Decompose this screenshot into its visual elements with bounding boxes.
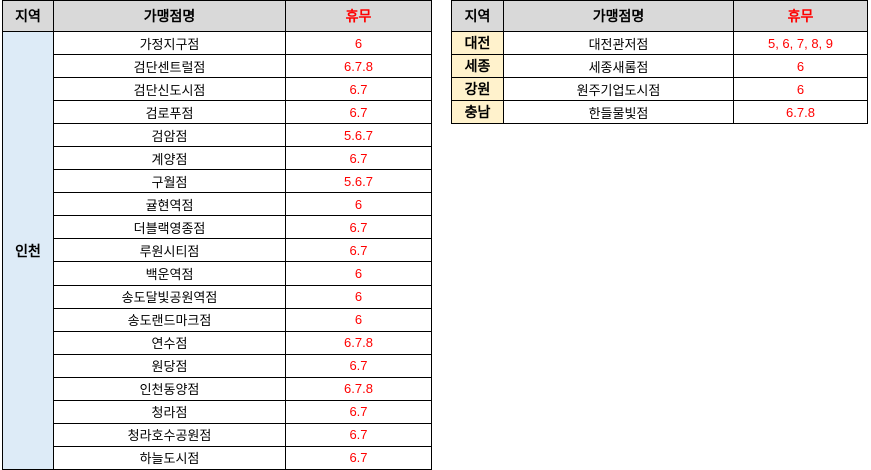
store-name-cell: 송도랜드마크점 xyxy=(53,307,286,332)
store-row: 계양점 6.7 xyxy=(3,146,432,171)
store-name-cell: 검단센트럴점 xyxy=(53,54,286,79)
store-name-cell: 청라점 xyxy=(53,399,286,424)
store-row: 송도달빛공원역점 6 xyxy=(3,284,432,309)
store-name-cell: 청라호수공원점 xyxy=(53,422,286,447)
region-cell: 대전 xyxy=(451,31,504,55)
store-row: 검단신도시점 6.7 xyxy=(3,77,432,102)
incheon-table-body: 인천 가정지구점 6 검단센트럴점 6.7.8 검단신도시점 6.7 검로푸점 6.7 검암점 5.… xyxy=(2,30,432,470)
store-name-cell: 한들물빛점 xyxy=(503,100,734,124)
store-name-cell: 송도달빛공원역점 xyxy=(53,284,286,309)
store-name-cell: 검단신도시점 xyxy=(53,77,286,102)
store-name-cell: 하늘도시점 xyxy=(53,445,286,470)
store-name-cell: 가정지구점 xyxy=(53,30,286,56)
closed-days-cell: 6.7 xyxy=(285,77,432,102)
closed-days-cell: 6.7.8 xyxy=(733,100,868,124)
closed-days-cell: 6 xyxy=(285,284,432,309)
store-row: 청라호수공원점 6.7 xyxy=(3,422,432,447)
store-row: 백운역점 6 xyxy=(3,261,432,286)
closed-days-cell: 6.7 xyxy=(285,215,432,240)
column-header-store: 가맹점명 xyxy=(53,0,286,32)
store-name-cell: 백운역점 xyxy=(53,261,286,286)
store-row: 연수점 6.7.8 xyxy=(3,330,432,355)
closed-days-cell: 6.7.8 xyxy=(285,376,432,401)
store-row: 하늘도시점 6.7 xyxy=(3,445,432,470)
store-name-cell: 구월점 xyxy=(53,169,286,194)
table-header-row: 지역 가맹점명 휴무 xyxy=(2,0,432,32)
incheon-store-table: 지역 가맹점명 휴무 인천 가정지구점 6 검단센트럴점 6.7.8 검단신도시점 6.7 검… xyxy=(2,0,432,470)
store-name-cell: 연수점 xyxy=(53,330,286,355)
closed-days-cell: 6.7 xyxy=(285,146,432,171)
closed-days-cell: 6.7 xyxy=(285,100,432,125)
closed-days-cell: 6 xyxy=(285,261,432,286)
store-row: 원당점 6.7 xyxy=(3,353,432,378)
closed-days-cell: 6.7 xyxy=(285,399,432,424)
closed-days-cell: 6 xyxy=(733,54,868,78)
store-row: 루원시티점 6.7 xyxy=(3,238,432,263)
store-name-cell: 원주기업도시점 xyxy=(503,77,734,101)
closed-days-cell: 6.7 xyxy=(285,238,432,263)
store-row: 충남 한들물빛점 6.7.8 xyxy=(451,100,868,124)
closed-days-cell: 6 xyxy=(285,30,432,56)
column-header-closed: 휴무 xyxy=(733,0,868,32)
closed-days-cell: 5.6.7 xyxy=(285,123,432,148)
store-row: 검암점 5.6.7 xyxy=(3,123,432,148)
store-row: 송도랜드마크점 6 xyxy=(3,307,432,332)
other-regions-store-table: 지역 가맹점명 휴무 대전 대전관저점 5, 6, 7, 8, 9 세종 세종새롬점 6 강… xyxy=(451,0,868,124)
store-row: 구월점 5.6.7 xyxy=(3,169,432,194)
column-header-store: 가맹점명 xyxy=(503,0,734,32)
closed-days-cell: 6 xyxy=(285,192,432,217)
store-row: 인천동양점 6.7.8 xyxy=(3,376,432,401)
store-row: 강원 원주기업도시점 6 xyxy=(451,77,868,101)
store-row: 귤현역점 6 xyxy=(3,192,432,217)
region-cell: 강원 xyxy=(451,77,504,101)
region-cell: 세종 xyxy=(451,54,504,78)
closed-days-cell: 6 xyxy=(285,307,432,332)
closed-days-cell: 6.7 xyxy=(285,445,432,470)
region-cell-incheon: 인천 xyxy=(2,31,54,470)
closed-days-cell: 6.7.8 xyxy=(285,330,432,355)
other-regions-table-body: 대전 대전관저점 5, 6, 7, 8, 9 세종 세종새롬점 6 강원 원주기업도시점 6 충남… xyxy=(451,31,868,124)
store-name-cell: 검암점 xyxy=(53,123,286,148)
store-row: 대전 대전관저점 5, 6, 7, 8, 9 xyxy=(451,31,868,55)
store-row: 세종 세종새롬점 6 xyxy=(451,54,868,78)
store-name-cell: 검로푸점 xyxy=(53,100,286,125)
store-row: 더블랙영종점 6.7 xyxy=(3,215,432,240)
store-name-cell: 계양점 xyxy=(53,146,286,171)
store-name-cell: 인천동양점 xyxy=(53,376,286,401)
store-row: 인천 가정지구점 6 xyxy=(2,30,432,470)
column-header-region: 지역 xyxy=(2,0,54,32)
store-row: 검로푸점 6.7 xyxy=(3,100,432,125)
closed-days-cell: 5.6.7 xyxy=(285,169,432,194)
store-name-cell: 원당점 xyxy=(53,353,286,378)
store-name-cell: 대전관저점 xyxy=(503,31,734,55)
store-name-cell: 귤현역점 xyxy=(53,192,286,217)
column-header-region: 지역 xyxy=(451,0,504,32)
column-header-closed: 휴무 xyxy=(285,0,432,32)
closed-days-cell: 6.7 xyxy=(285,422,432,447)
closed-days-cell: 6.7.8 xyxy=(285,54,432,79)
store-name-cell: 세종새롬점 xyxy=(503,54,734,78)
store-name-cell: 더블랙영종점 xyxy=(53,215,286,240)
closed-days-cell: 6 xyxy=(733,77,868,101)
store-name-cell: 루원시티점 xyxy=(53,238,286,263)
store-row: 검단센트럴점 6.7.8 xyxy=(3,54,432,79)
table-header-row: 지역 가맹점명 휴무 xyxy=(451,0,868,32)
region-cell: 충남 xyxy=(451,100,504,124)
store-row: 청라점 6.7 xyxy=(3,399,432,424)
closed-days-cell: 5, 6, 7, 8, 9 xyxy=(733,31,868,55)
closed-days-cell: 6.7 xyxy=(285,353,432,378)
